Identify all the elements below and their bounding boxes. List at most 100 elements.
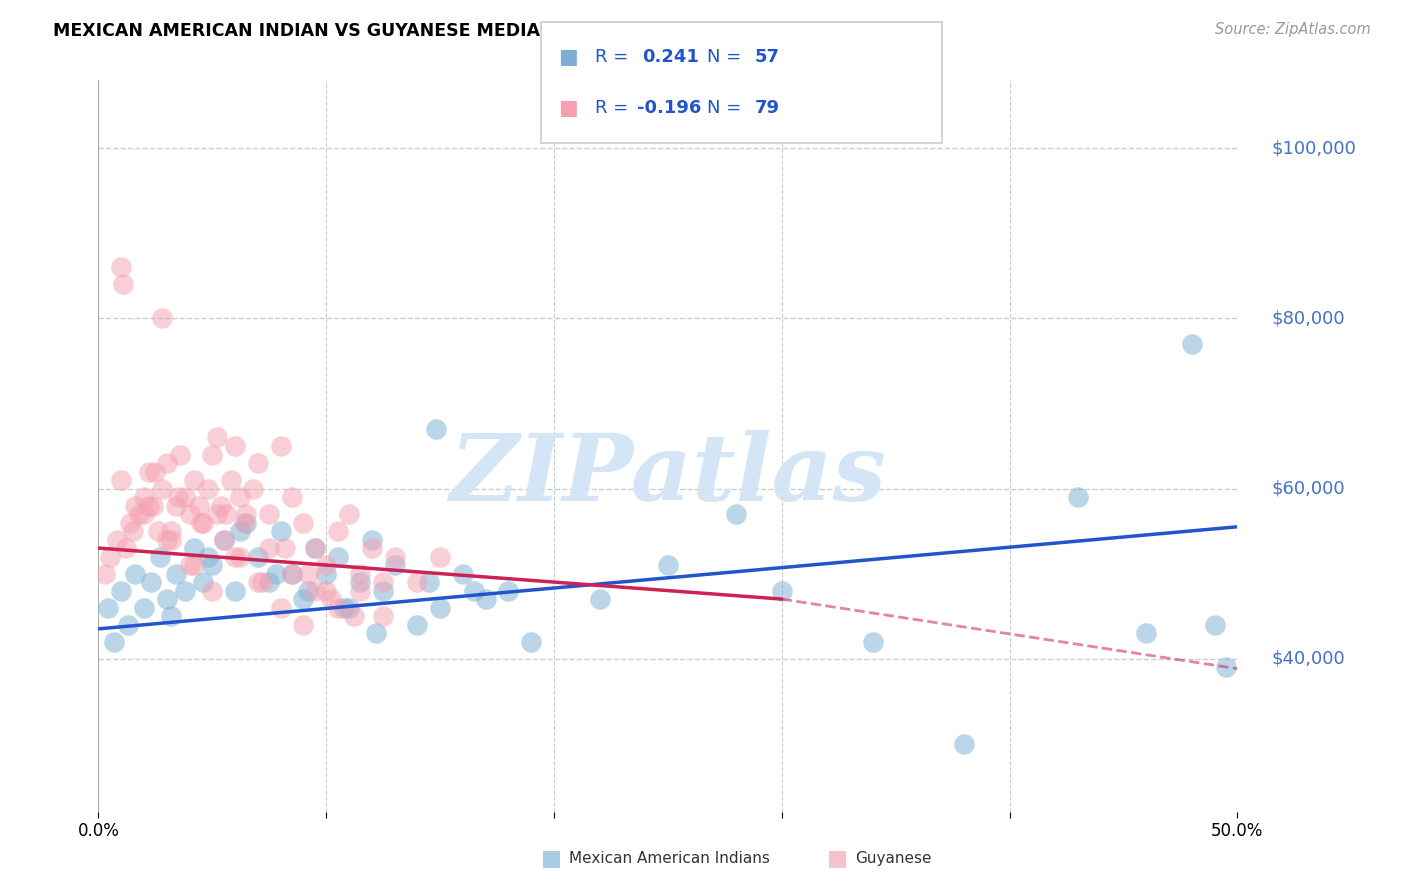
Point: [349, 575, 371, 590]
Point: [160, 533, 183, 547]
Point: [145, 465, 167, 479]
Point: [224, 549, 246, 564]
Point: [139, 575, 162, 590]
Point: [337, 507, 360, 521]
Point: [215, 507, 238, 521]
Point: [315, 566, 337, 581]
Point: [183, 473, 205, 487]
Text: $100,000: $100,000: [1271, 139, 1357, 157]
Point: [205, 430, 228, 444]
Point: [201, 583, 224, 598]
Point: [160, 609, 183, 624]
Point: [149, 549, 172, 564]
Point: [270, 439, 292, 453]
Point: [138, 499, 160, 513]
Point: [169, 448, 191, 462]
Point: [425, 422, 447, 436]
Text: 0.241: 0.241: [643, 48, 699, 66]
Text: N =: N =: [707, 99, 747, 117]
Point: [179, 507, 201, 521]
Point: [146, 524, 169, 538]
Point: [94, 566, 117, 581]
Point: [281, 566, 304, 581]
Point: [187, 499, 209, 513]
Point: [418, 575, 440, 590]
Point: [242, 482, 264, 496]
Point: [190, 516, 212, 530]
Point: [429, 549, 451, 564]
Point: [246, 456, 269, 470]
Point: [292, 617, 315, 632]
Point: [132, 490, 155, 504]
Point: [174, 583, 197, 598]
Point: [297, 566, 319, 581]
Point: [520, 634, 543, 648]
Point: [259, 575, 281, 590]
Point: [474, 592, 496, 607]
Point: [274, 541, 297, 555]
Point: [110, 473, 132, 487]
Point: [319, 592, 342, 607]
Point: [105, 533, 128, 547]
Point: [193, 516, 215, 530]
Point: [201, 448, 224, 462]
Point: [657, 558, 679, 572]
Point: [384, 549, 406, 564]
Text: R =: R =: [595, 99, 634, 117]
Point: [770, 583, 793, 598]
Text: ■: ■: [827, 848, 848, 868]
Point: [150, 482, 173, 496]
Point: [451, 566, 474, 581]
Point: [259, 507, 281, 521]
Point: [183, 541, 205, 555]
Point: [110, 583, 132, 598]
Point: [360, 533, 382, 547]
Point: [246, 549, 269, 564]
Point: [349, 566, 371, 581]
Point: [326, 549, 349, 564]
Point: [429, 600, 451, 615]
Text: MEXICAN AMERICAN INDIAN VS GUYANESE MEDIAN MALE EARNINGS CORRELATION CHART: MEXICAN AMERICAN INDIAN VS GUYANESE MEDI…: [53, 22, 938, 40]
Point: [235, 507, 257, 521]
Text: $60,000: $60,000: [1271, 480, 1346, 498]
Point: [264, 566, 287, 581]
Point: [259, 541, 281, 555]
Point: [281, 566, 304, 581]
Point: [224, 439, 246, 453]
Text: $80,000: $80,000: [1271, 310, 1346, 327]
Point: [156, 456, 179, 470]
Point: [1135, 626, 1157, 640]
Point: [281, 490, 304, 504]
Point: [252, 575, 274, 590]
Point: [212, 533, 235, 547]
Point: [1215, 660, 1237, 674]
Text: $40,000: $40,000: [1271, 649, 1346, 667]
Text: Source: ZipAtlas.com: Source: ZipAtlas.com: [1215, 22, 1371, 37]
Point: [160, 524, 183, 538]
Point: [326, 600, 349, 615]
Text: 79: 79: [755, 99, 780, 117]
Point: [121, 524, 143, 538]
Point: [326, 524, 349, 538]
Point: [132, 507, 155, 521]
Point: [304, 583, 326, 598]
Point: [862, 634, 884, 648]
Point: [371, 575, 394, 590]
Point: [297, 583, 319, 598]
Point: [150, 311, 173, 326]
Point: [138, 465, 160, 479]
Point: [124, 499, 146, 513]
Text: R =: R =: [595, 48, 634, 66]
Point: [304, 541, 326, 555]
Point: [1204, 617, 1226, 632]
Point: [349, 583, 371, 598]
Point: [183, 558, 205, 572]
Point: [333, 600, 356, 615]
Point: [1181, 337, 1204, 351]
Point: [112, 277, 135, 292]
Point: [228, 549, 250, 564]
Point: [205, 507, 228, 521]
Point: [588, 592, 610, 607]
Point: [384, 558, 406, 572]
Point: [197, 549, 219, 564]
